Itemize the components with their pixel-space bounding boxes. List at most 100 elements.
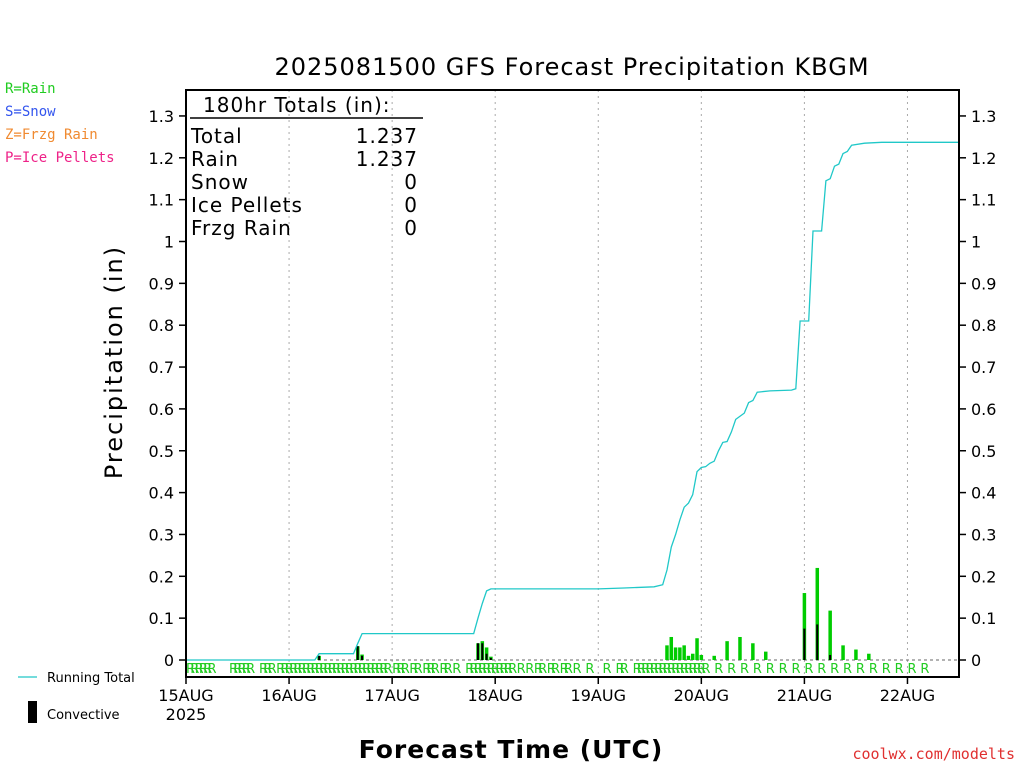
- ptype-code: R: [495, 662, 504, 677]
- y-tick-label-right: 0.6: [971, 400, 996, 419]
- ptype-key-ice-pellets: P=Ice Pellets: [5, 150, 115, 166]
- y-tick-label-left: 0.4: [149, 484, 174, 503]
- ptype-code: R: [693, 662, 702, 677]
- ptype-code: R: [508, 662, 517, 677]
- ptype-code: R: [804, 662, 813, 677]
- convective-bar: [481, 643, 484, 660]
- ptype-code: R: [302, 662, 311, 677]
- totals-value-snow: 0: [404, 170, 418, 194]
- ptype-code: R: [869, 662, 878, 677]
- ptype-code: R: [276, 662, 285, 677]
- ptype-code: R: [534, 662, 543, 677]
- ptype-code: R: [259, 662, 268, 677]
- ptype-code: R: [341, 662, 350, 677]
- ptype-code: R: [306, 662, 315, 677]
- ptype-code: R: [285, 662, 294, 677]
- ptype-code: R: [654, 662, 663, 677]
- ptype-code: R: [671, 662, 680, 677]
- totals-header: 180hr Totals (in):: [203, 93, 391, 117]
- y-tick-label-left: 1.3: [149, 107, 174, 126]
- ptype-code: R: [379, 662, 388, 677]
- ptype-code: R: [439, 662, 448, 677]
- ptype-code: R: [366, 662, 375, 677]
- ptype-code: R: [907, 662, 916, 677]
- running-total-line: [186, 141, 959, 661]
- ptype-code: R: [491, 662, 500, 677]
- ptype-code: R: [701, 662, 710, 677]
- y-tick-label-left: 1.2: [149, 149, 174, 168]
- x-axis-label: Forecast Time (UTC): [359, 735, 664, 764]
- ptype-code: R: [684, 662, 693, 677]
- x-tick-label: 19AUG: [571, 686, 626, 705]
- x-tick-label: 20AUG: [674, 686, 729, 705]
- ptype-code: R: [431, 662, 440, 677]
- ptype-code: R: [637, 662, 646, 677]
- ptype-code: R: [371, 662, 380, 677]
- precip-bar: [682, 645, 686, 660]
- x-tick-label: 15AUG: [158, 686, 213, 705]
- precip-bar: [841, 645, 845, 660]
- ptype-code: R: [336, 662, 345, 677]
- y-tick-label-left: 0.2: [149, 567, 174, 586]
- y-tick-label-right: 1.3: [971, 107, 996, 126]
- plot-frame: [185, 89, 960, 678]
- ptype-code: R: [328, 662, 337, 677]
- y-tick-label-left: 0.3: [149, 525, 174, 544]
- ptype-code: R: [620, 662, 629, 677]
- totals-value-rain: 1.237: [356, 147, 418, 171]
- convective-bar: [829, 654, 832, 660]
- ptype-code: R: [186, 662, 195, 677]
- ptype-code: R: [444, 662, 453, 677]
- ptype-code: R: [392, 662, 401, 677]
- ptype-code: R: [482, 662, 491, 677]
- y-axis-label: Precipitation (in): [100, 245, 128, 479]
- ptype-code: R: [843, 662, 852, 677]
- ptype-code: R: [817, 662, 826, 677]
- totals-label-total: Total: [190, 124, 243, 148]
- precip-bar: [665, 645, 669, 660]
- ptype-code: R: [641, 662, 650, 677]
- legend-convective-swatch: [28, 701, 37, 723]
- ptype-code: R: [538, 662, 547, 677]
- ptype-code: R: [573, 662, 582, 677]
- ptype-code: R: [396, 662, 405, 677]
- x-tick-label: 21AUG: [777, 686, 832, 705]
- totals-value-ice-pellets: 0: [404, 193, 418, 217]
- ptype-code: R: [779, 662, 788, 677]
- ptype-code: R: [384, 662, 393, 677]
- y-tick-label-left: 0: [164, 651, 174, 670]
- y-tick-label-left: 0.9: [149, 274, 174, 293]
- ptype-code: R: [319, 662, 328, 677]
- ptype-key-rain: R=Rain: [5, 81, 56, 97]
- ptype-code: R: [525, 662, 534, 677]
- ptype-code: R: [920, 662, 929, 677]
- precip-bar: [712, 655, 716, 660]
- y-tick-label-right: 1.1: [971, 191, 996, 210]
- ptype-code: R: [633, 662, 642, 677]
- convective-bar: [803, 628, 806, 660]
- ptype-code: R: [551, 662, 560, 677]
- ptype-code: R: [315, 662, 324, 677]
- ptype-code: R: [676, 662, 685, 677]
- precip-bar: [854, 649, 858, 660]
- ptype-code: R: [238, 662, 247, 677]
- y-tick-label-right: 0.2: [971, 567, 996, 586]
- ptype-code: R: [564, 662, 573, 677]
- ptype-code: R: [233, 662, 242, 677]
- ptype-code: R: [499, 662, 508, 677]
- ptype-code: R: [688, 662, 697, 677]
- precip-bar: [828, 610, 832, 660]
- ptype-code: R: [353, 662, 362, 677]
- ptype-code: R: [727, 662, 736, 677]
- ptype-code: R: [358, 662, 367, 677]
- ptype-code: R: [199, 662, 208, 677]
- chart-title: 2025081500 GFS Forecast Precipitation KB…: [274, 53, 869, 81]
- ptype-code: R: [753, 662, 762, 677]
- y-tick-label-right: 1: [971, 233, 981, 252]
- ptype-key-frzg-rain: Z=Frzg Rain: [5, 127, 98, 143]
- convective-bar: [318, 655, 321, 660]
- ptype-code: R: [465, 662, 474, 677]
- ptype-code: R: [478, 662, 487, 677]
